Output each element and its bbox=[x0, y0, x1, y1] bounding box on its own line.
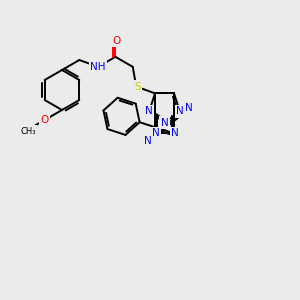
Text: O: O bbox=[112, 36, 121, 46]
Text: CH₃: CH₃ bbox=[21, 127, 36, 136]
Text: S: S bbox=[134, 82, 140, 92]
Text: N: N bbox=[185, 103, 193, 113]
Text: O: O bbox=[40, 115, 49, 125]
Text: N: N bbox=[152, 128, 160, 138]
Text: N: N bbox=[171, 128, 179, 138]
Text: N: N bbox=[160, 118, 168, 128]
Text: N: N bbox=[144, 136, 152, 146]
Text: NH: NH bbox=[90, 62, 106, 72]
Text: N: N bbox=[176, 106, 184, 116]
Text: N: N bbox=[145, 106, 153, 116]
